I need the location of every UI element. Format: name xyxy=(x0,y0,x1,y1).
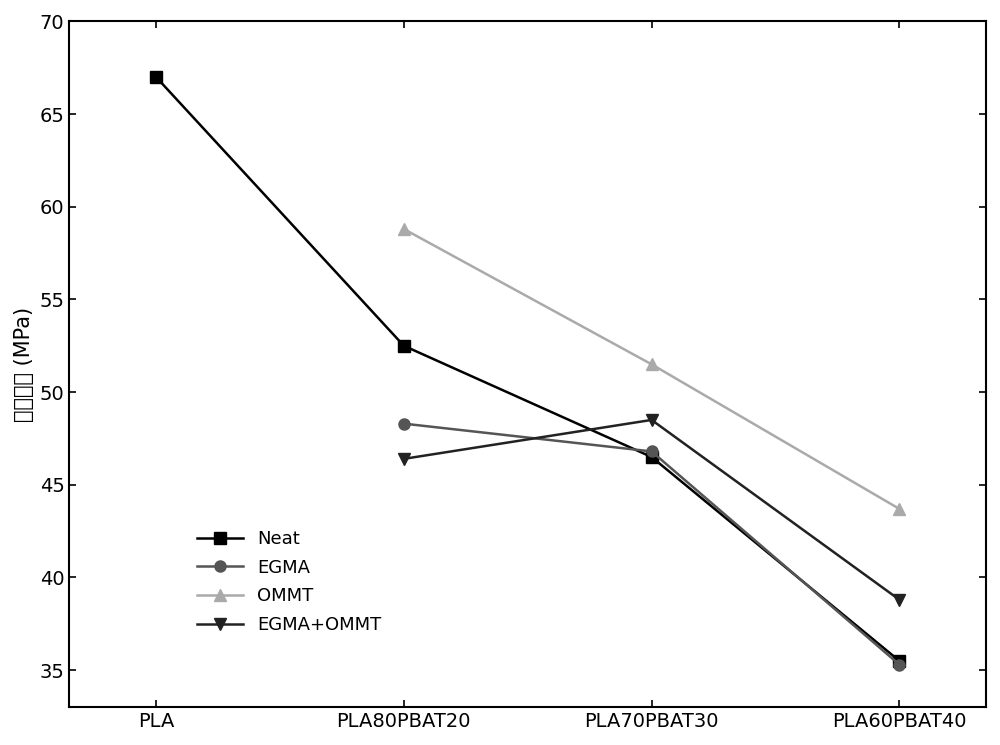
Neat xyxy=(893,656,905,665)
OMMT xyxy=(398,224,410,233)
OMMT xyxy=(893,504,905,513)
EGMA xyxy=(893,660,905,669)
EGMA xyxy=(398,419,410,428)
EGMA+OMMT xyxy=(646,416,658,425)
Line: EGMA: EGMA xyxy=(398,418,905,670)
EGMA+OMMT xyxy=(893,595,905,604)
Line: EGMA+OMMT: EGMA+OMMT xyxy=(398,414,905,605)
Line: OMMT: OMMT xyxy=(398,224,905,515)
Line: Neat: Neat xyxy=(150,72,905,667)
OMMT xyxy=(646,360,658,369)
Y-axis label: 拉伸强度 (MPa): 拉伸强度 (MPa) xyxy=(14,307,34,422)
EGMA+OMMT xyxy=(398,454,410,463)
Neat xyxy=(646,452,658,461)
Legend: Neat, EGMA, OMMT, EGMA+OMMT: Neat, EGMA, OMMT, EGMA+OMMT xyxy=(188,521,390,644)
Neat xyxy=(398,341,410,350)
EGMA xyxy=(646,447,658,456)
Neat xyxy=(150,72,162,81)
